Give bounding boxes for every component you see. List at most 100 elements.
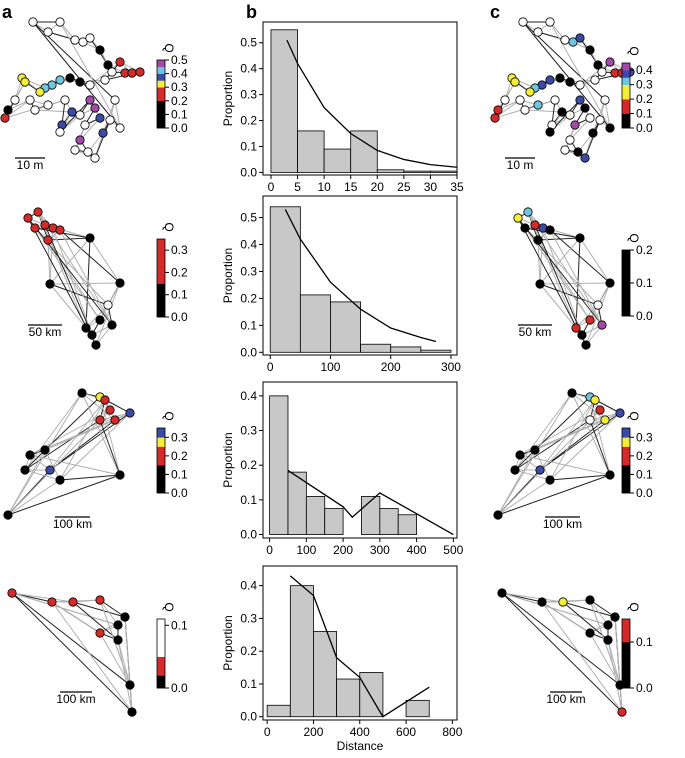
network-node — [600, 415, 610, 425]
x-tick-label: 35 — [450, 180, 464, 194]
scale-label: 10 m — [17, 158, 44, 172]
y-axis-label: Proportion — [221, 432, 235, 487]
network-node — [115, 123, 125, 133]
colorbar-segment — [157, 305, 165, 318]
colorbar-label: Q — [162, 222, 176, 231]
network-node — [545, 225, 555, 235]
network-edge — [51, 601, 133, 713]
colorbar-frame — [621, 427, 631, 494]
network-edge — [534, 449, 551, 481]
network-node — [595, 405, 605, 415]
network-edge — [72, 601, 126, 618]
network-edge — [59, 474, 121, 481]
network-edge — [49, 283, 109, 306]
network-node — [127, 707, 137, 717]
network-node — [555, 73, 565, 83]
y-tick-label: 0.4 — [240, 62, 257, 76]
colorbar-tick-label: 0.2 — [171, 94, 188, 108]
network-edge — [534, 396, 591, 451]
colorbar-frame — [621, 62, 631, 129]
network-edge — [534, 419, 606, 451]
colorbar-segment — [157, 250, 165, 262]
network-node — [597, 320, 607, 330]
x-tick-label: 800 — [442, 725, 462, 739]
network-node — [597, 67, 607, 77]
network-edge — [11, 592, 74, 603]
network-edge — [585, 282, 611, 346]
network: 50 km — [23, 207, 125, 350]
network-node — [615, 408, 625, 418]
colorbar-segment — [157, 669, 165, 676]
colorbar-label: Q — [627, 411, 641, 420]
network-node — [110, 95, 120, 105]
network-edge — [11, 592, 133, 713]
colorbar-segment — [622, 63, 630, 71]
network-node — [110, 415, 120, 425]
network-edge — [549, 474, 611, 481]
colorbar-tick-label: 0.1 — [636, 635, 653, 649]
colorbar-segment — [622, 437, 630, 447]
bar — [305, 495, 326, 535]
plot-frame — [262, 21, 458, 176]
network-edge — [537, 239, 591, 321]
colorbar-tick-label: 0.0 — [171, 121, 188, 135]
network-node — [45, 465, 55, 475]
network-edge — [501, 592, 564, 603]
network-node — [605, 278, 615, 288]
network-node — [55, 75, 65, 85]
network-node — [0, 113, 10, 123]
network-edge — [99, 419, 121, 476]
colorbar-segment — [157, 100, 165, 108]
network-edge — [4, 104, 49, 119]
network-edge — [99, 396, 121, 476]
network-node — [510, 465, 520, 475]
network-edge — [589, 599, 609, 626]
colorbar-segment — [157, 87, 165, 95]
colorbar-segment — [622, 106, 630, 114]
fit-curve — [289, 575, 430, 718]
network-node — [43, 100, 53, 110]
y-tick-label: 0.3 — [240, 611, 257, 625]
colorbar-segment — [157, 121, 165, 129]
colorbar-segment — [157, 631, 165, 639]
colorbar-segment — [622, 483, 630, 494]
network-node — [95, 315, 105, 325]
network-node — [90, 153, 100, 163]
bar — [313, 631, 338, 718]
network-node — [113, 635, 123, 645]
network-node — [85, 33, 95, 43]
network-node — [585, 415, 595, 425]
network-node — [23, 213, 33, 223]
colorbar-label: Q — [627, 602, 641, 611]
network-node — [530, 445, 540, 455]
network-node — [558, 597, 568, 607]
colorbar-frame — [156, 238, 166, 318]
network-node — [565, 135, 575, 145]
colorbar-segment — [622, 99, 630, 107]
network-node — [493, 510, 503, 520]
network-edge — [514, 419, 591, 471]
network: 100 km — [497, 588, 627, 717]
colorbar-segment — [622, 299, 630, 317]
network-edge — [579, 237, 611, 284]
x-tick-label: 100 — [320, 360, 340, 374]
network-edge — [117, 639, 131, 686]
network-node — [7, 588, 17, 598]
x-tick-label: 0 — [267, 360, 274, 374]
network-node — [85, 95, 95, 105]
bar — [289, 585, 314, 718]
network-node — [33, 207, 43, 217]
network-edge — [569, 117, 591, 141]
network-edge — [114, 99, 121, 129]
network-node — [127, 68, 137, 78]
network-node — [557, 107, 567, 117]
network-edge — [497, 474, 611, 516]
network-node — [575, 33, 585, 43]
network-node — [115, 278, 125, 288]
network-node — [47, 597, 57, 607]
colorbar-frame — [156, 427, 166, 494]
network-edge — [44, 396, 101, 451]
colorbar-segment — [157, 80, 165, 88]
network-node — [67, 107, 77, 117]
y-tick-label: 0.1 — [240, 139, 257, 153]
